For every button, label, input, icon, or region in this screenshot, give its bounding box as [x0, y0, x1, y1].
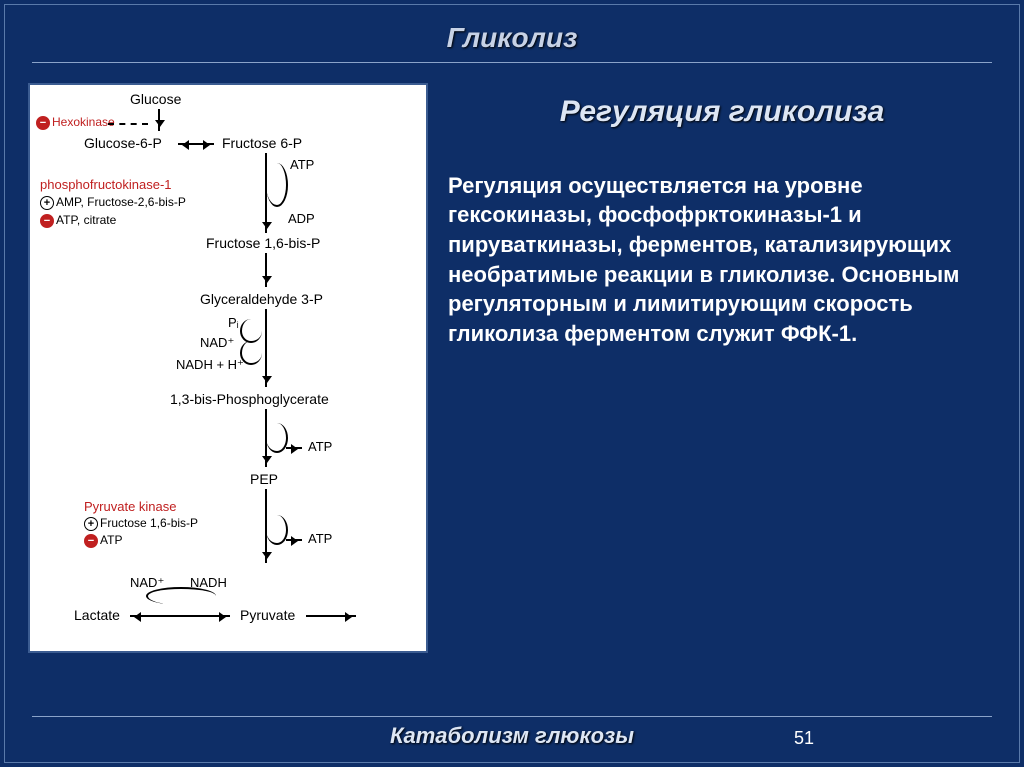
curve [240, 341, 262, 365]
node-atp1: ATP [290, 157, 314, 172]
minus-icon: − [84, 534, 98, 548]
node-nadh: NADH + H⁺ [176, 357, 244, 373]
arrow [158, 109, 160, 131]
node-g6p: Glucose-6-P [84, 135, 162, 151]
footer-text: Катаболизм глюкозы [390, 723, 634, 748]
glycolysis-diagram: Glucose −Hexokinase Glucose-6-P Fructose… [28, 83, 428, 653]
node-pep: PEP [250, 471, 278, 487]
node-pi: Pᵢ [228, 315, 239, 330]
reg-f16bp: +Fructose 1,6-bis-P [84, 516, 198, 531]
reg-hexokinase: −Hexokinase [36, 115, 115, 130]
node-atp3: ATP [308, 531, 332, 546]
arrow [265, 309, 267, 387]
arrow [286, 539, 302, 541]
minus-icon: − [36, 116, 50, 130]
bi-arrow [130, 615, 230, 617]
footer: Катаболизм глюкозы [0, 716, 1024, 749]
node-pk: Pyruvate kinase [84, 499, 177, 514]
minus-icon: − [40, 214, 54, 228]
node-pyruvate: Pyruvate [240, 607, 295, 623]
reg-atp: −ATP [84, 533, 122, 548]
curve [266, 423, 288, 453]
node-f16bp: Fructose 1,6-bis-P [206, 235, 320, 251]
node-f6p: Fructose 6-P [222, 135, 302, 151]
bi-arrow [178, 143, 214, 145]
plus-icon: + [40, 196, 54, 210]
footer-rule [32, 716, 992, 717]
reg-atp-citrate: −ATP, citrate [40, 213, 116, 228]
node-lactate: Lactate [74, 607, 120, 623]
page-number: 51 [794, 728, 814, 749]
node-glucose: Glucose [130, 91, 181, 107]
curve [146, 587, 216, 605]
node-nad: NAD⁺ [200, 335, 234, 351]
reg-amp: +AMP, Fructose-2,6-bis-P [40, 195, 186, 210]
arrow [306, 615, 356, 617]
node-pfk1: phosphofructokinase-1 [40, 177, 172, 192]
curve [240, 319, 262, 343]
plus-icon: + [84, 517, 98, 531]
dashed-arrow [108, 123, 148, 125]
node-bpg: 1,3-bis-Phosphoglycerate [170, 391, 329, 407]
node-g3p: Glyceraldehyde 3-P [200, 291, 323, 307]
node-adp1: ADP [288, 211, 315, 226]
arrow [265, 253, 267, 287]
arrow [286, 447, 302, 449]
curve [266, 515, 288, 545]
node-atp2: ATP [308, 439, 332, 454]
curve [266, 163, 288, 207]
